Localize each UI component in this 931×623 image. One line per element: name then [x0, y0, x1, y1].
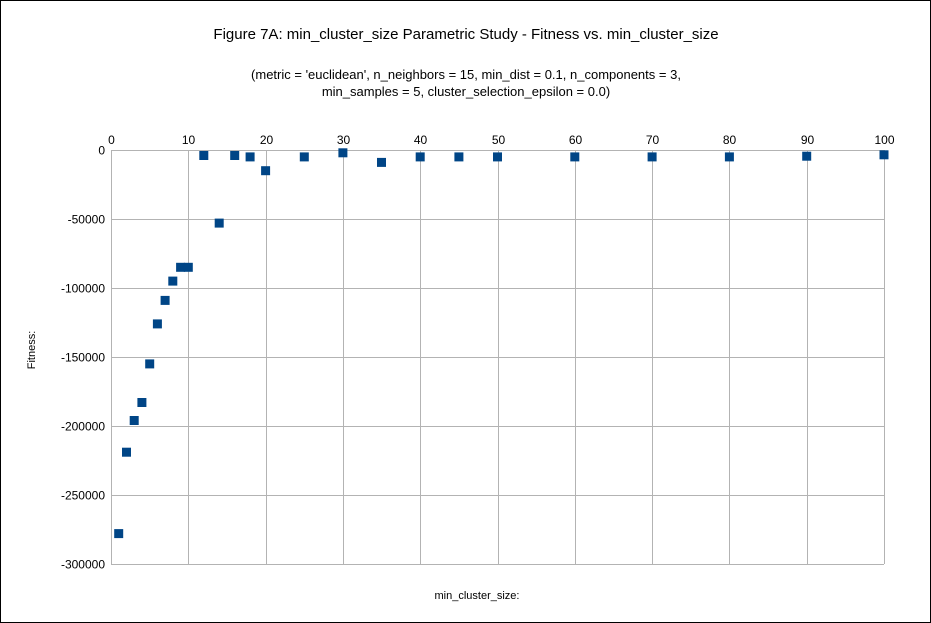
data-point: [415, 152, 425, 162]
grid-layer: [111, 150, 885, 565]
data-point: [879, 150, 889, 160]
y-tick-label: -200000: [61, 420, 105, 434]
x-tick-label: 30: [337, 133, 351, 147]
y-tick-label: -250000: [61, 489, 105, 503]
y-tick-label: -100000: [61, 282, 105, 296]
tick-layer: 0 10 20 30 40 50 60 70 80 90 100 0 -50000 -100000 -150…: [61, 133, 895, 572]
data-point: [245, 152, 255, 162]
data-point: [802, 151, 812, 161]
chart-subtitle-line-1: (metric = 'euclidean', n_neighbors = 15,…: [251, 67, 681, 82]
data-point: [160, 295, 170, 305]
data-point: [261, 166, 271, 176]
x-tick-label: 80: [723, 133, 737, 147]
x-tick-label: 20: [260, 133, 274, 147]
data-point: [114, 529, 124, 539]
x-axis-label: min_cluster_size:: [435, 590, 520, 602]
data-point: [454, 152, 464, 162]
x-tick-label: 0: [108, 133, 115, 147]
data-point: [377, 157, 386, 167]
data-point: [168, 276, 178, 286]
y-tick-label: -300000: [61, 558, 105, 572]
data-point: [724, 152, 734, 162]
y-tick-label: -150000: [61, 351, 105, 365]
y-tick-label: 0: [98, 144, 105, 158]
x-tick-label: 70: [646, 133, 660, 147]
points-layer: [114, 148, 889, 539]
x-tick-label: 50: [492, 133, 506, 147]
data-point: [199, 151, 209, 160]
y-axis-label: Fitness:: [26, 331, 38, 370]
x-tick-label: 90: [801, 133, 815, 147]
data-point: [493, 152, 502, 162]
x-tick-label: 60: [569, 133, 583, 147]
data-point: [570, 152, 580, 162]
data-point: [145, 359, 155, 369]
x-tick-label: 40: [414, 133, 428, 147]
x-tick-label: 10: [182, 133, 196, 147]
data-point: [338, 148, 348, 158]
data-point: [214, 218, 224, 228]
y-tick-label: -50000: [68, 213, 106, 227]
data-point: [137, 398, 147, 407]
x-tick-label: 100: [874, 133, 894, 147]
data-point: [122, 447, 131, 457]
data-point: [152, 319, 162, 329]
data-point: [299, 152, 309, 162]
data-point: [647, 152, 657, 162]
data-point: [176, 262, 186, 272]
data-point: [183, 262, 193, 272]
data-point: [230, 151, 240, 160]
data-point: [129, 416, 139, 425]
chart-title: Figure 7A: min_cluster_size Parametric S…: [213, 26, 718, 43]
chart-subtitle-line-2: min_samples = 5, cluster_selection_epsil…: [322, 84, 610, 99]
